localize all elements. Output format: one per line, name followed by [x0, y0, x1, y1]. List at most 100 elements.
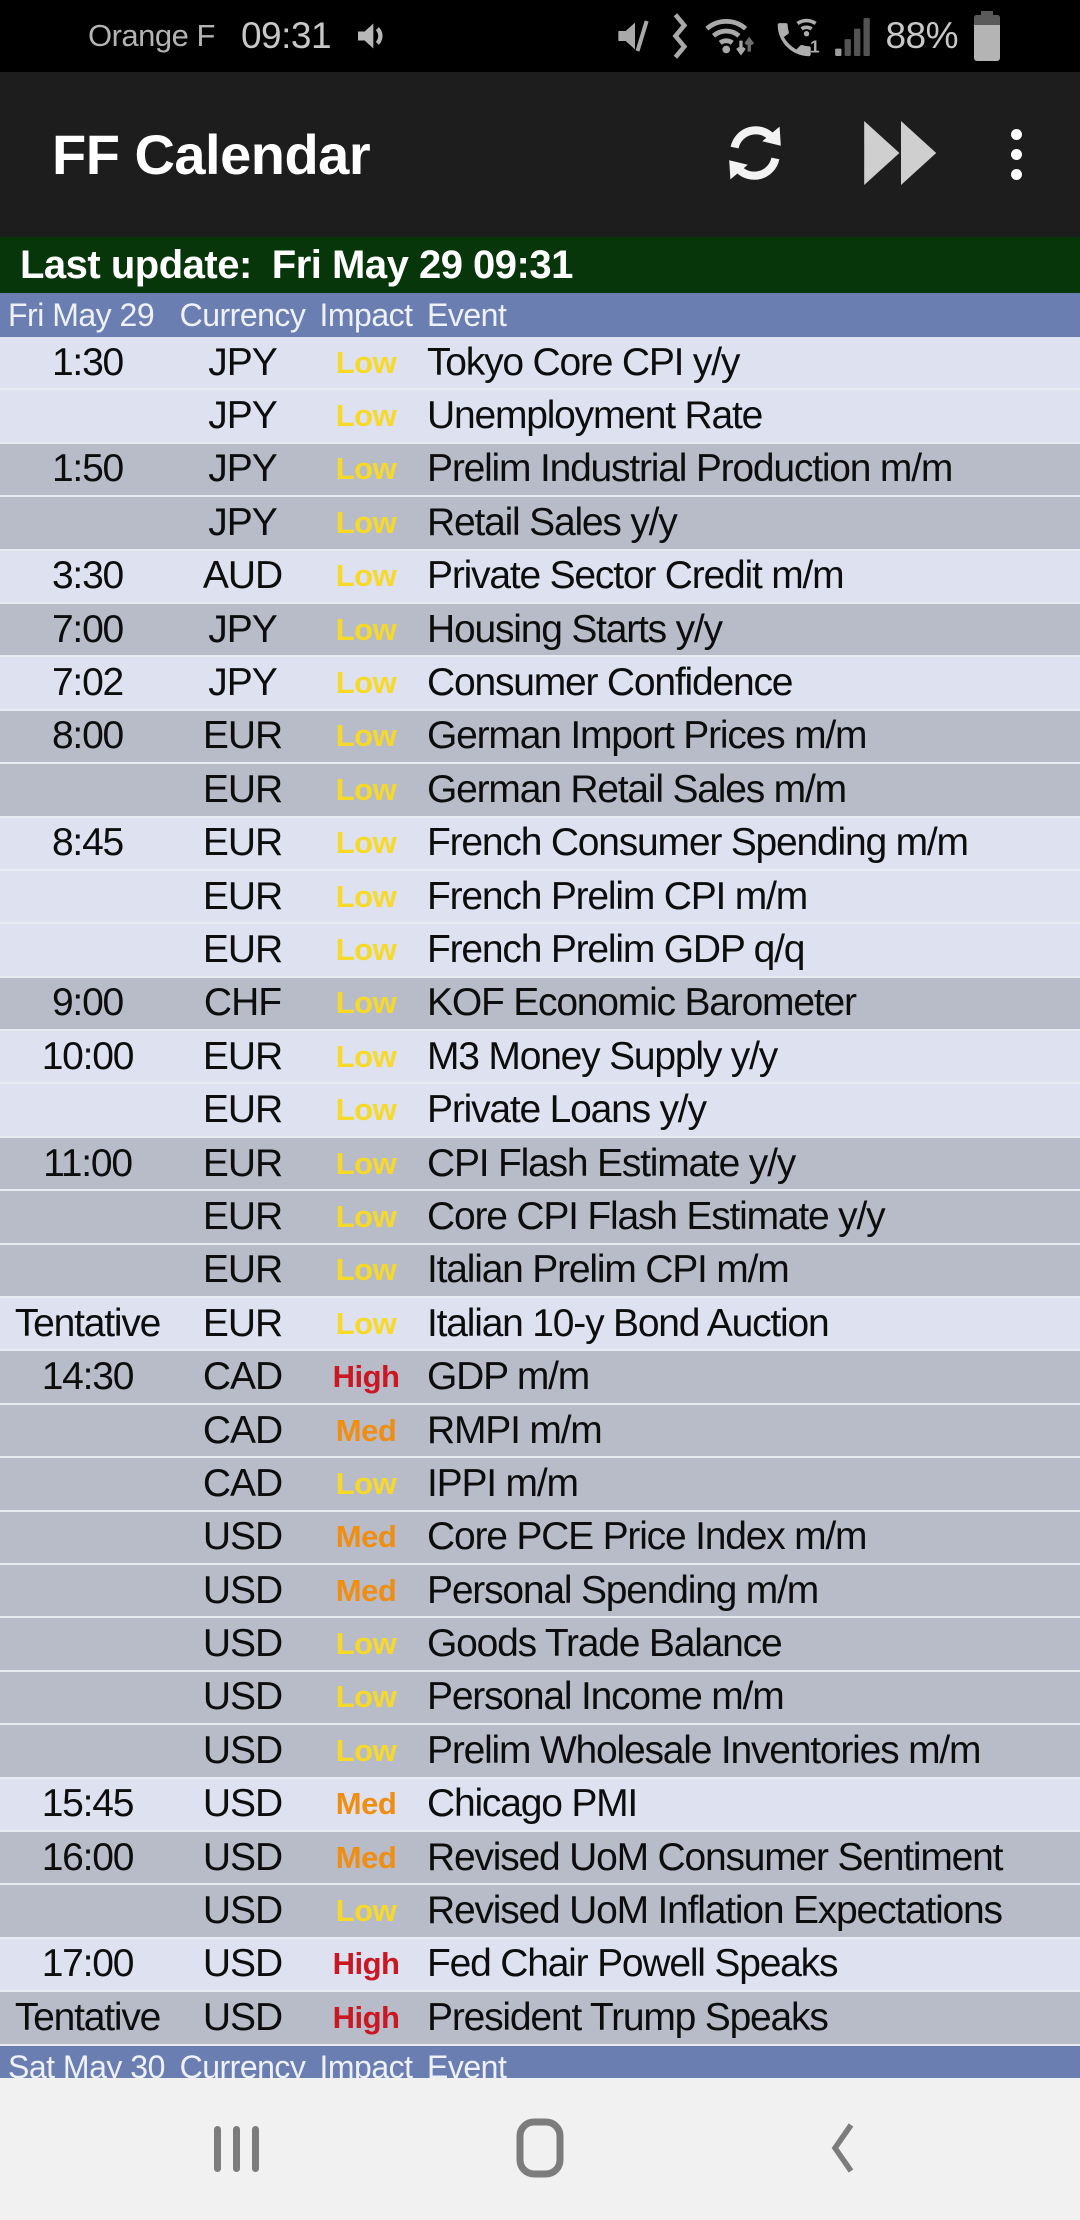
table-row[interactable]: 17:00 USD High Fed Chair Powell Speaks [0, 1938, 1080, 1993]
impact-badge: Low [335, 1465, 397, 1501]
event-currency: EUR [202, 767, 283, 811]
event-currency: USD [202, 1782, 283, 1826]
wifi-icon [703, 13, 755, 59]
event-currency: CAD [202, 1408, 283, 1452]
impact-badge: Med [335, 1786, 397, 1822]
table-row[interactable]: 7:02 JPY Low Consumer Confidence [0, 657, 1080, 711]
mute-icon [615, 14, 655, 58]
event-currency: JPY [208, 340, 278, 384]
impact-badge: Low [335, 1252, 397, 1288]
table-row[interactable]: 14:30 CAD High GDP m/m [0, 1351, 1080, 1405]
event-title: French Prelim CPI m/m [427, 874, 808, 918]
table-row[interactable]: USD Low Personal Income m/m [0, 1671, 1080, 1726]
event-title: KOF Economic Barometer [427, 981, 857, 1025]
table-row[interactable]: EUR Low French Prelim GDP q/q [0, 924, 1080, 978]
impact-badge: Low [335, 558, 397, 594]
event-currency: JPY [208, 394, 278, 438]
table-row[interactable]: Tentative EUR Low Italian 10-y Bond Auct… [0, 1298, 1080, 1352]
day-header-fri: Fri May 29 Currency Impact Event [0, 293, 1080, 337]
table-row[interactable]: 11:00 EUR Low CPI Flash Estimate y/y [0, 1137, 1080, 1192]
event-currency: JPY [208, 661, 278, 705]
impact-badge: Low [335, 718, 397, 754]
table-row[interactable]: 10:00 EUR Low M3 Money Supply y/y [0, 1031, 1080, 1085]
refresh-button[interactable] [719, 117, 791, 192]
table-row[interactable]: JPY Low Retail Sales y/y [0, 497, 1080, 551]
impact-badge: Low [335, 1893, 397, 1929]
table-row[interactable]: EUR Low French Prelim CPI m/m [0, 870, 1080, 925]
table-row[interactable]: USD Low Revised UoM Inflation Expectatio… [0, 1885, 1080, 1939]
event-title: French Prelim GDP q/q [427, 927, 805, 971]
table-row[interactable]: 8:45 EUR Low French Consumer Spending m/… [0, 817, 1080, 871]
vibrate-icon [669, 13, 689, 59]
table-row[interactable]: 7:00 JPY Low Housing Starts y/y [0, 603, 1080, 658]
table-row[interactable]: CAD Low IPPI m/m [0, 1458, 1080, 1512]
table-row[interactable]: USD Low Goods Trade Balance [0, 1618, 1080, 1672]
impact-badge: Low [335, 1732, 397, 1768]
impact-badge: Low [335, 1305, 397, 1341]
currency-col-header: Currency [179, 296, 306, 333]
event-currency: EUR [202, 1088, 283, 1132]
table-row[interactable]: 1:30 JPY Low Tokyo Core CPI y/y [0, 337, 1080, 391]
impact-badge: High [332, 1999, 400, 2035]
event-title: Unemployment Rate [427, 394, 763, 438]
impact-badge: Med [335, 1572, 397, 1608]
event-title: Italian Prelim CPI m/m [427, 1248, 790, 1292]
impact-badge: Med [335, 1839, 397, 1875]
battery-percent: 88% [885, 15, 958, 56]
event-currency: USD [202, 1568, 283, 1612]
event-title: Personal Spending m/m [427, 1568, 819, 1612]
table-row[interactable]: 3:30 AUD Low Private Sector Credit m/m [0, 550, 1080, 604]
table-row[interactable]: JPY Low Unemployment Rate [0, 390, 1080, 444]
event-title: Goods Trade Balance [427, 1622, 783, 1666]
recents-button[interactable] [208, 2119, 264, 2179]
event-title: Personal Income m/m [427, 1675, 785, 1719]
table-row[interactable]: USD Low Prelim Wholesale Inventories m/m [0, 1725, 1080, 1779]
back-button[interactable] [816, 2119, 872, 2179]
event-time: 7:02 [51, 661, 124, 705]
event-title: German Retail Sales m/m [427, 767, 847, 811]
home-button[interactable] [512, 2118, 568, 2181]
table-row[interactable]: EUR Low Private Loans y/y [0, 1084, 1080, 1138]
event-time: Tentative [14, 1301, 161, 1345]
event-currency: EUR [202, 1248, 283, 1292]
impact-col-header: Impact [319, 296, 413, 333]
home-icon [516, 2118, 564, 2181]
recents-icon [213, 2126, 259, 2172]
fast-forward-button[interactable] [861, 121, 941, 188]
event-title: President Trump Speaks [427, 1995, 829, 2039]
carrier-label: Orange F [88, 18, 215, 53]
app-bar: FF Calendar [0, 72, 1080, 237]
table-row[interactable]: 8:00 EUR Low German Import Prices m/m [0, 710, 1080, 765]
table-row[interactable]: 1:50 JPY Low Prelim Industrial Productio… [0, 443, 1080, 498]
event-title: Tokyo Core CPI y/y [427, 340, 740, 384]
table-row[interactable]: EUR Low German Retail Sales m/m [0, 764, 1080, 818]
event-currency: USD [202, 1995, 283, 2039]
table-row[interactable]: USD Med Personal Spending m/m [0, 1564, 1080, 1619]
event-time: 10:00 [41, 1034, 135, 1078]
event-title: Fed Chair Powell Speaks [427, 1942, 838, 1986]
table-row[interactable]: CAD Med RMPI m/m [0, 1404, 1080, 1459]
impact-badge: Low [335, 771, 397, 807]
table-row[interactable]: EUR Low Core CPI Flash Estimate y/y [0, 1191, 1080, 1245]
table-row[interactable]: 9:00 CHF Low KOF Economic Barometer [0, 977, 1080, 1032]
event-title: IPPI m/m [427, 1461, 579, 1505]
battery-icon [972, 11, 1002, 61]
impact-badge: Low [335, 985, 397, 1021]
event-currency: CHF [203, 981, 282, 1025]
event-time: 7:00 [51, 607, 124, 651]
impact-badge: Low [335, 451, 397, 487]
last-update-bar: Last update: Fri May 29 09:31 [0, 237, 1080, 293]
event-time: 1:50 [51, 447, 124, 491]
status-bar: Orange F 09:31 [0, 0, 1080, 72]
event-time: 9:00 [51, 981, 124, 1025]
event-currency: JPY [208, 607, 278, 651]
table-row[interactable]: 16:00 USD Med Revised UoM Consumer Senti… [0, 1831, 1080, 1886]
table-row[interactable]: Tentative USD High President Trump Speak… [0, 1992, 1080, 2046]
event-currency: CAD [202, 1355, 283, 1399]
table-row[interactable]: EUR Low Italian Prelim CPI m/m [0, 1244, 1080, 1299]
event-time: 8:00 [51, 714, 124, 758]
event-currency: EUR [202, 821, 283, 865]
table-row[interactable]: 15:45 USD Med Chicago PMI [0, 1778, 1080, 1832]
overflow-menu-button[interactable] [1011, 129, 1022, 180]
table-row[interactable]: USD Med Core PCE Price Index m/m [0, 1511, 1080, 1565]
